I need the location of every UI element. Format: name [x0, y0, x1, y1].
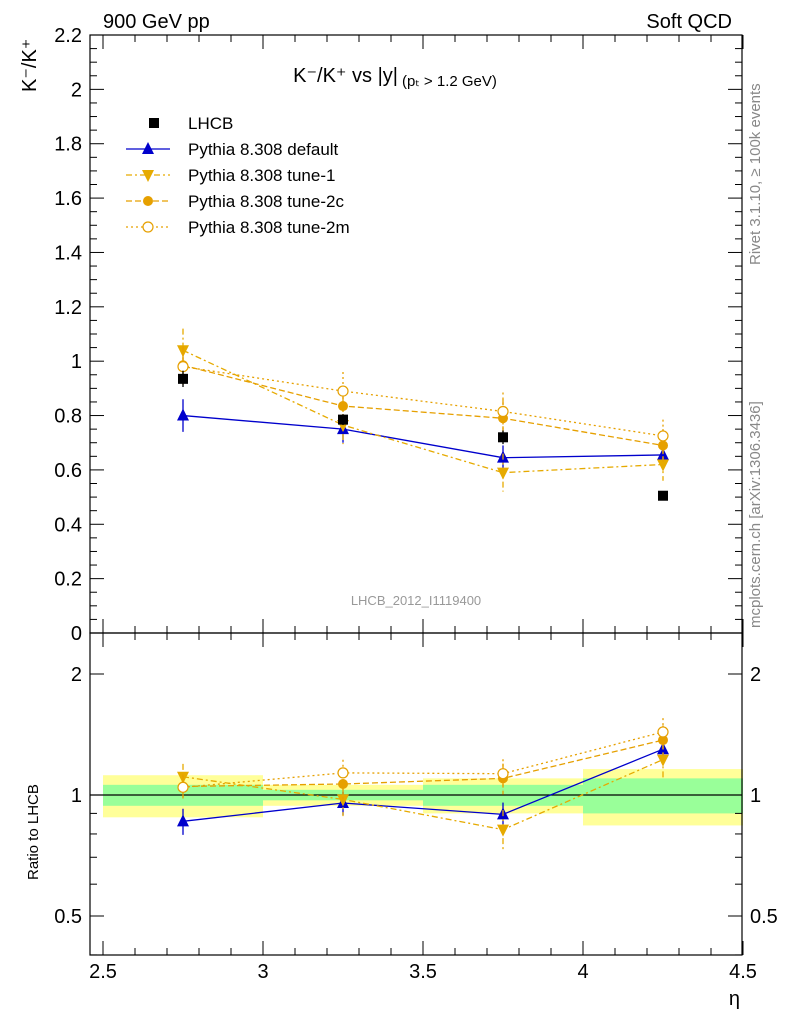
ratio-plot-frame [89, 632, 743, 956]
ratio-tick-label: 0.5 [54, 906, 82, 928]
lhcb-point [658, 490, 668, 501]
series-lines [182, 349, 664, 831]
legend-marker [143, 196, 153, 206]
legend: LHCB Pythia 8.308 default Pythia 8.308 tun… [126, 114, 350, 237]
ratio-tick-label: 1 [71, 785, 82, 807]
data-point [497, 405, 509, 418]
lhcb-point [178, 373, 188, 384]
legend-label: Pythia 8.308 tune-2m [188, 218, 350, 237]
ratio-tick-label: 2 [71, 664, 82, 686]
data-point [338, 401, 348, 412]
x-tick-label: 3 [257, 961, 268, 983]
y-tick-label: 2 [71, 79, 82, 101]
legend-marker [142, 221, 154, 233]
y-tick-label: 0.4 [54, 514, 82, 536]
data-point [657, 430, 669, 442]
legend-marker [149, 118, 159, 128]
legend-label: Pythia 8.308 tune-2c [188, 192, 344, 211]
plot-title-main: K⁻/K⁺ vs |y| [293, 65, 398, 87]
data-point [657, 459, 669, 472]
ratio-point [337, 794, 349, 807]
y-tick-label: 0.2 [54, 569, 82, 591]
axis-ticks [90, 34, 744, 956]
x-tick-label: 2.5 [89, 961, 117, 983]
series-line [182, 365, 664, 437]
x-axis-label: η [729, 988, 740, 1010]
ratio-point [177, 814, 189, 827]
y-tick-label: 0.6 [54, 460, 82, 482]
analysis-watermark: LHCB_2012_I1119400 [351, 593, 481, 608]
legend-marker [142, 142, 154, 154]
legend-label: Pythia 8.308 tune-1 [188, 166, 335, 185]
y-tick-label: 1.4 [54, 242, 82, 264]
legend-label: LHCB [188, 114, 233, 133]
rivet-version-label: Rivet 3.1.10, ≥ 100k events [747, 83, 764, 265]
ratio-point [337, 767, 349, 779]
lhcb-point [338, 414, 348, 425]
ratio-series-line [182, 748, 664, 822]
series-line [182, 414, 664, 459]
y-tick-label: 0.8 [54, 406, 82, 428]
data-point [177, 408, 189, 421]
ratio-point [497, 824, 509, 837]
data-point [177, 361, 189, 373]
series-line [182, 364, 664, 447]
header-right-label: Soft QCD [646, 11, 732, 33]
ratio-uncertainty-bands [103, 769, 743, 826]
ratio-series-line [182, 731, 664, 788]
ratio-tick-label-right: 2 [750, 664, 761, 686]
x-tick-label: 4 [577, 961, 588, 983]
ratio-point [657, 726, 669, 738]
y-tick-label: 0 [71, 623, 82, 645]
x-tick-label: 3.5 [409, 961, 437, 983]
ratio-point [177, 781, 189, 793]
header-left-label: 900 GeV pp [103, 11, 210, 33]
mcplots-label: mcplots.cern.ch [arXiv:1306.3436] [747, 401, 764, 628]
ratio-tick-label-right: 1 [750, 785, 761, 807]
ratio-series-line [182, 758, 664, 831]
y-tick-label: 2.2 [54, 25, 82, 47]
lhcb-point [498, 432, 508, 443]
plot-title-sub: (pₜ > 1.2 GeV) [402, 73, 497, 90]
data-markers [177, 328, 669, 852]
y-tick-label: 1.6 [54, 188, 82, 210]
ratio-tick-label-right: 0.5 [750, 906, 778, 928]
ratio-axis-label: Ratio to LHCB [25, 784, 42, 880]
y-tick-label: 1.8 [54, 134, 82, 156]
y-tick-label: 1 [71, 351, 82, 373]
legend-label: Pythia 8.308 default [188, 140, 339, 159]
legend-marker [142, 170, 154, 182]
tick-labels: 2.5 3 3.5 4 4.5 0 0.2 0.4 0.6 0.8 1 1.2 1.4 1.6 1.8 2 2.… [54, 25, 778, 983]
data-point [497, 467, 509, 480]
ratio-point [497, 768, 509, 780]
data-point [337, 385, 349, 397]
ratio-point [657, 754, 669, 767]
series-line [182, 349, 664, 474]
y-tick-label: 1.2 [54, 297, 82, 319]
x-tick-label: 4.5 [729, 961, 757, 983]
ratio-band-inner [583, 778, 743, 814]
ratio-point [338, 779, 348, 790]
y-axis-label: K⁻/K⁺ [19, 39, 41, 92]
